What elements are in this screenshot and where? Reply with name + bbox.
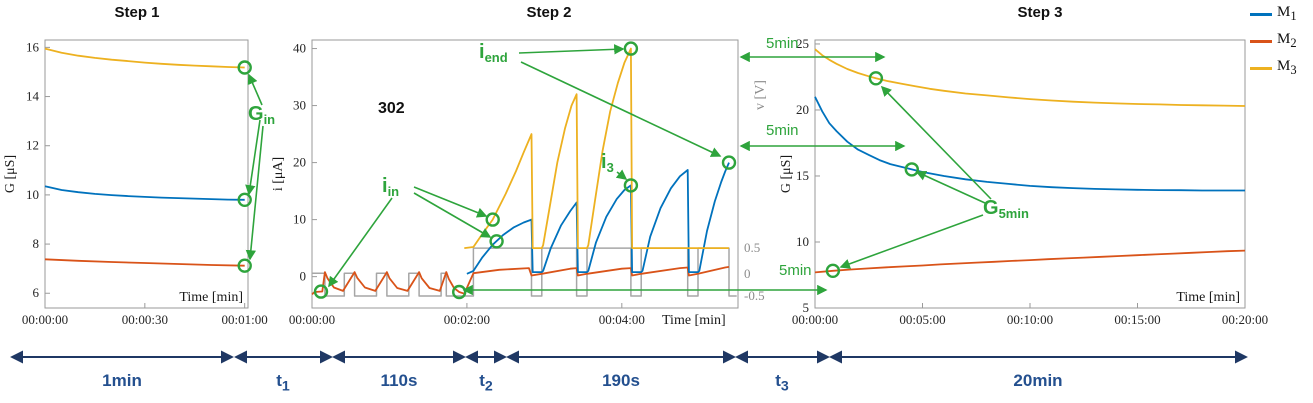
x-tick-label: 00:00:00 <box>792 312 838 327</box>
legend-item-m2: M2 <box>1250 31 1297 51</box>
legend-item-m1: M1 <box>1250 4 1297 24</box>
timeline-label-4: 190s <box>602 371 640 390</box>
y-tick-label: 20 <box>796 102 809 117</box>
legend-label: M1 <box>1277 4 1297 23</box>
series-M2 <box>44 258 245 267</box>
x-tick-label: 00:15:00 <box>1114 312 1160 327</box>
measurement-marker-circle <box>623 41 639 56</box>
legend-item-m3: M3 <box>1250 58 1297 78</box>
measurement-marker-circle <box>237 60 252 75</box>
y-tick-label: 8 <box>33 236 40 251</box>
y-tick-label: 16 <box>26 39 40 54</box>
y-tick-label: 20 <box>293 155 306 170</box>
plot-box <box>311 39 739 309</box>
x-tick-label: 00:02:00 <box>444 312 490 327</box>
series-M2 <box>814 249 1246 274</box>
y-tick-label: 0 <box>300 269 307 284</box>
y-tick-label: 30 <box>293 98 306 113</box>
measurement-marker-circle <box>237 258 252 273</box>
timeline-label-1: t1 <box>276 371 290 395</box>
x-tick-label: 00:00:00 <box>22 312 68 327</box>
right-axis-tick-label: 0 <box>744 266 751 281</box>
x-axis-label: Time [min] <box>662 313 726 328</box>
series-M1 <box>814 96 1245 192</box>
x-tick-label: 00:04:00 <box>599 312 645 327</box>
step3-chart: 00:00:00 00:05:00 00:10:00 00:15:00 00:20:00… <box>780 36 1268 327</box>
x-axis-label: Time [min] <box>179 290 243 305</box>
step2-title: Step 2 <box>526 4 572 21</box>
right-axis-tick-label: -0.5 <box>744 288 765 303</box>
y-tick-label: 10 <box>26 187 39 202</box>
y-axis-label: G [μS] <box>780 155 794 193</box>
measurement-marker-circle <box>825 263 841 278</box>
y-tick-label: 6 <box>33 285 40 300</box>
legend-label: M2 <box>1277 31 1297 50</box>
y-tick-label: 5 <box>803 300 810 315</box>
y-axis-label: G [μS] <box>3 155 18 193</box>
measurement-marker-circle <box>868 71 884 86</box>
timeline-label-2: 110s <box>380 371 418 390</box>
series-M3 <box>814 48 1246 107</box>
series-M2 <box>311 266 730 295</box>
plot-box <box>44 39 249 309</box>
y-axis-label: i [μA] <box>271 157 286 191</box>
legend-label: M3 <box>1277 58 1297 77</box>
right-axis-tick-label: 0.5 <box>744 240 760 255</box>
y-tick-label: 40 <box>293 41 306 56</box>
step1-title: Step 1 <box>114 4 160 21</box>
measurement-marker-circle <box>489 234 504 249</box>
measurement-marker-circle <box>313 284 329 299</box>
legend-color-line <box>1250 39 1272 43</box>
y-tick-label: 15 <box>796 168 809 183</box>
right-axis-label: v [V] <box>753 80 768 110</box>
x-tick-label: 00:10:00 <box>1007 312 1053 327</box>
y-tick-label: 10 <box>293 212 306 227</box>
x-tick-label: 00:20:00 <box>1222 312 1268 327</box>
y-tick-label: 25 <box>796 36 809 51</box>
step2-chart: 00:00:00 00:02:00 00:04:00 0 10 20 30 40 0.5 0 -0.… <box>271 39 768 328</box>
y-tick-label: 12 <box>26 138 39 153</box>
y-tick-label: 14 <box>26 89 40 104</box>
legend-color-line <box>1250 66 1272 70</box>
timeline-label-5: t3 <box>775 371 789 395</box>
x-tick-label: 00:05:00 <box>899 312 945 327</box>
timeline-label-0: 1min <box>102 371 142 390</box>
timeline-label-3: t2 <box>479 371 493 395</box>
timeline-label-6: 20min <box>1013 371 1063 390</box>
step3-title: Step 3 <box>1017 4 1063 21</box>
series-M3 <box>44 47 245 69</box>
legend-color-line <box>1250 12 1272 16</box>
x-tick-label: 00:01:00 <box>222 312 268 327</box>
measurement-marker-circle <box>623 178 639 193</box>
step1-chart: 00:00:00 00:00:30 00:01:00 6 8 10 12 14 16 G [μS]… <box>3 39 268 327</box>
series-M1 <box>466 162 730 275</box>
series-M3 <box>464 47 729 250</box>
x-tick-label: 00:00:00 <box>289 312 335 327</box>
measurement-marker-circle <box>721 155 737 170</box>
x-axis-label: Time [min] <box>1176 290 1240 305</box>
x-tick-label: 00:00:30 <box>122 312 168 327</box>
y-tick-label: 10 <box>796 234 809 249</box>
legend: M1 M2 M3 <box>1250 4 1297 78</box>
series-M1 <box>44 185 245 201</box>
